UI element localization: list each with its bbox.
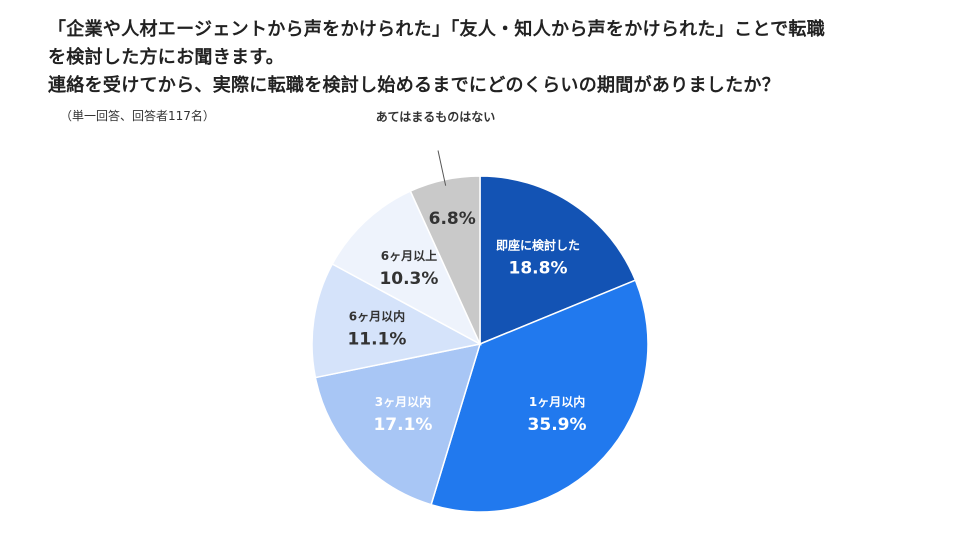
chart-title: 「企業や人材エージェントから声をかけられた」「友人・知人から声をかけられた」こと… [48, 16, 928, 100]
pie-slice-3 [314, 343, 482, 506]
slice-category-label-6: あてはまるものはない [376, 110, 496, 124]
slice-value-label-3: 17.1% [373, 415, 432, 435]
pie-labels: 即座に検討した 18.8% 1ヶ月以内 35.9% 3ヶ月以内 17.1% 6ヶ月以内 11.… [347, 110, 586, 435]
title-line-3: 連絡を受けてから、実際に転職を検討し始めるまでにどのくらいの期間がありましたか？ [48, 75, 780, 96]
slice-category-label-2: 1ヶ月以内 [529, 394, 585, 409]
slice-value-label-2: 35.9% [528, 415, 587, 435]
pie-slice-4 [311, 262, 483, 379]
pie-slice-5 [331, 190, 482, 346]
title-line-1: 「企業や人材エージェントから声をかけられた」「友人・知人から声をかけられた」こと… [48, 19, 825, 40]
title-line-2: を検討した方にお聞きます。 [48, 47, 285, 68]
slice-category-label-3: 3ヶ月以内 [375, 394, 431, 409]
pie-slice-1 [479, 175, 637, 346]
slice-category-label-1: 即座に検討した [496, 237, 580, 252]
slice-category-label-5: 6ヶ月以上 [381, 248, 437, 263]
slice-value-label-1: 18.8% [509, 258, 568, 278]
slice-leader-line-6 [437, 150, 447, 186]
pie-slices [311, 175, 649, 513]
pie-slice-2 [430, 279, 649, 513]
slice-value-label-5: 10.3% [379, 269, 438, 289]
respondent-note: （単一回答、回答者117名） [60, 109, 215, 123]
slice-value-label-6: 6.8% [429, 209, 476, 229]
slice-value-label-4: 11.1% [347, 330, 406, 350]
slice-category-label-4: 6ヶ月以内 [349, 309, 405, 324]
